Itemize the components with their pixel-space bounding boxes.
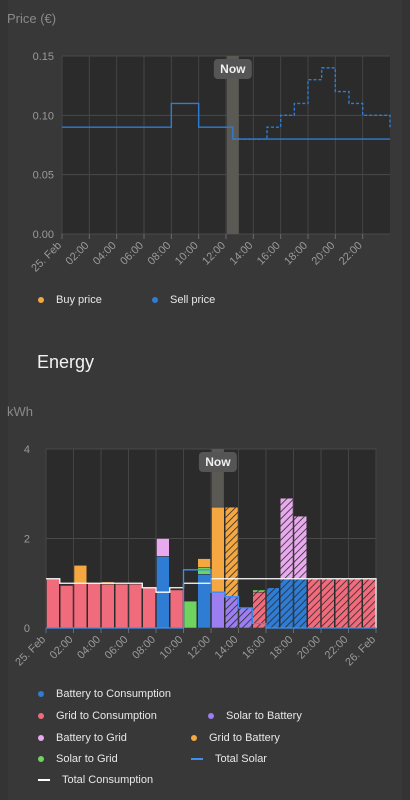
sell-price-dot-icon (152, 297, 158, 303)
sell-price-line (62, 102, 390, 140)
dot-swatch-icon (38, 713, 44, 719)
bar-battery-to-grid (293, 515, 307, 580)
energy-x-tick-label: 06:00 (103, 634, 131, 662)
energy-x-tick-label: 04:00 (75, 634, 103, 662)
energy-x-tick-label: 12:00 (185, 634, 213, 662)
bar-grid-to-consumption (348, 578, 362, 629)
legend-label: Total Consumption (62, 774, 154, 786)
bar-grid-to-consumption (60, 585, 74, 629)
energy-y-tick-label: 2 (24, 534, 30, 546)
bar-grid-to-consumption (252, 591, 266, 629)
legend-label: Grid to Battery (209, 732, 280, 744)
dot-swatch-icon (38, 756, 44, 762)
legend-label: Grid to Consumption (56, 710, 157, 722)
bar-grid-to-battery (197, 558, 211, 568)
bar-grid-to-battery (225, 506, 239, 597)
sell-price-line (232, 67, 391, 140)
bar-battery-to-grid (280, 497, 294, 580)
energy-x-tick-label: 14:00 (213, 634, 241, 662)
price-y-tick-label: 0.10 (33, 110, 54, 122)
legend-solar-to-battery[interactable]: Solar to Battery (208, 710, 302, 722)
energy-x-tick-label: 18:00 (268, 634, 296, 662)
now-badge (198, 452, 237, 472)
bar-solar-to-battery (225, 596, 239, 629)
legend-label: Solar to Grid (56, 753, 118, 765)
price-y-tick-label: 0.00 (33, 229, 54, 241)
bar-battery-to-consumption (293, 578, 307, 629)
bar-grid-to-battery (211, 506, 225, 593)
line-swatch-icon (38, 779, 50, 781)
legend-label: Buy price (56, 294, 102, 306)
energy-legend: Battery to Consumption Grid to Consumptio… (28, 686, 388, 786)
energy-y-tick-label: 0 (24, 623, 30, 635)
price-y-tick-label: 0.05 (33, 170, 54, 182)
legend-solar-to-grid[interactable]: Solar to Grid (38, 753, 118, 765)
legend-total-solar[interactable]: Total Solar (191, 753, 267, 765)
bar-grid-to-consumption (87, 583, 101, 629)
bar-solar-to-grid (252, 589, 266, 593)
bar-solar-to-grid (183, 600, 197, 629)
legend-label: Battery to Grid (56, 732, 127, 744)
energy-x-tick-label: 16:00 (240, 634, 268, 662)
bar-grid-to-consumption (335, 578, 349, 629)
legend-label: Total Solar (215, 753, 267, 765)
legend-grid-to-consumption[interactable]: Grid to Consumption (38, 710, 157, 722)
bar-grid-to-consumption (307, 578, 321, 629)
bar-battery-to-grid (156, 538, 170, 557)
bar-grid-to-consumption (73, 583, 87, 629)
energy-axis-title: kWh (7, 404, 33, 419)
energy-x-tick-label: 26. Feb (343, 634, 378, 669)
bar-grid-to-battery (73, 565, 87, 584)
bar-grid-to-consumption (46, 578, 60, 629)
legend-battery-to-grid[interactable]: Battery to Grid (38, 732, 127, 744)
now-marker (226, 56, 239, 234)
energy-x-tick-label: 25. Feb (13, 634, 48, 669)
dot-swatch-icon (208, 713, 214, 719)
legend-grid-to-battery[interactable]: Grid to Battery (191, 732, 280, 744)
bar-solar-to-battery (211, 591, 225, 629)
bar-grid-to-consumption (170, 589, 184, 629)
now-label: Now (220, 62, 246, 76)
bar-battery-to-consumption (266, 587, 280, 629)
dot-swatch-icon (38, 735, 44, 741)
legend-label: Battery to Consumption (56, 688, 171, 700)
legend-label: Sell price (170, 294, 216, 306)
legend-buy-price[interactable]: Buy price (38, 294, 102, 306)
bar-battery-to-consumption (280, 578, 294, 629)
dot-swatch-icon (191, 735, 197, 741)
legend-label: Solar to Battery (226, 710, 302, 722)
energy-x-tick-label: 08:00 (130, 634, 158, 662)
bar-grid-to-consumption (115, 583, 129, 629)
price-y-tick-label: 0.15 (33, 51, 54, 63)
now-label: Now (205, 455, 231, 469)
legend-battery-to-consumption[interactable]: Battery to Consumption (38, 688, 171, 700)
price-axis-title: Price (€) (7, 11, 56, 26)
total-consumption-line (46, 578, 377, 628)
bar-grid-to-consumption (362, 578, 376, 629)
price-legend: Buy price Sell price (28, 294, 388, 310)
now-badge (213, 59, 252, 79)
line-swatch-icon (191, 758, 203, 760)
bar-battery-to-consumption (197, 574, 211, 629)
energy-chart: kWh 0 2 4 25. Feb 02:00 04:00 06:00 08:00 10:00 12… (7, 404, 378, 669)
energy-x-tick-label: 20:00 (295, 634, 323, 662)
bar-grid-to-consumption (101, 583, 115, 629)
bar-grid-to-consumption (142, 587, 156, 629)
legend-total-consumption[interactable]: Total Consumption (38, 774, 153, 786)
total-solar-line (46, 569, 376, 629)
energy-x-tick-label: 02:00 (48, 634, 76, 662)
legend-sell-price[interactable]: Sell price (152, 294, 215, 306)
bar-solar-to-grid (197, 567, 211, 575)
dot-swatch-icon (38, 691, 44, 697)
bar-grid-to-consumption (321, 578, 335, 629)
bar-grid-to-consumption (128, 583, 142, 629)
energy-section-title: Energy (37, 352, 95, 372)
energy-y-tick-label: 4 (24, 444, 30, 456)
buy-price-dot-icon (38, 297, 44, 303)
energy-x-tick-label: 10:00 (158, 634, 186, 662)
bar-solar-to-battery (238, 607, 252, 629)
